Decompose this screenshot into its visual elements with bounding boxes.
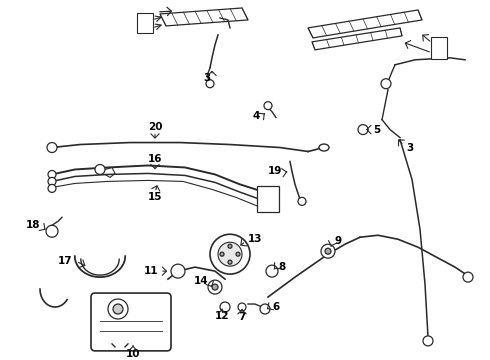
Circle shape bbox=[48, 184, 56, 192]
Text: 2: 2 bbox=[436, 49, 442, 59]
Circle shape bbox=[220, 302, 230, 312]
Circle shape bbox=[210, 234, 250, 274]
Circle shape bbox=[264, 102, 272, 110]
Circle shape bbox=[208, 280, 222, 294]
Text: 5: 5 bbox=[373, 125, 380, 135]
Text: 4: 4 bbox=[253, 111, 260, 121]
Circle shape bbox=[108, 299, 128, 319]
Text: 8: 8 bbox=[278, 262, 285, 272]
Circle shape bbox=[171, 264, 185, 278]
Text: 6: 6 bbox=[272, 302, 279, 312]
Circle shape bbox=[48, 170, 56, 179]
Text: 16: 16 bbox=[148, 154, 162, 165]
Circle shape bbox=[463, 272, 473, 282]
Text: 9: 9 bbox=[334, 236, 341, 246]
Circle shape bbox=[325, 248, 331, 254]
Circle shape bbox=[260, 304, 270, 314]
Text: 2: 2 bbox=[142, 23, 148, 33]
Text: 10: 10 bbox=[126, 349, 140, 359]
Circle shape bbox=[321, 244, 335, 258]
Ellipse shape bbox=[319, 144, 329, 151]
Circle shape bbox=[238, 303, 246, 311]
Circle shape bbox=[113, 304, 123, 314]
Circle shape bbox=[218, 242, 242, 266]
Text: 15: 15 bbox=[148, 192, 162, 202]
Polygon shape bbox=[160, 8, 248, 26]
Circle shape bbox=[228, 244, 232, 248]
FancyBboxPatch shape bbox=[431, 37, 447, 59]
Circle shape bbox=[212, 284, 218, 290]
Circle shape bbox=[46, 225, 58, 237]
Text: 13: 13 bbox=[248, 234, 263, 244]
Circle shape bbox=[206, 80, 214, 88]
FancyBboxPatch shape bbox=[257, 186, 279, 212]
Circle shape bbox=[48, 177, 56, 185]
FancyBboxPatch shape bbox=[91, 293, 171, 351]
Text: 12: 12 bbox=[215, 311, 229, 321]
Circle shape bbox=[381, 79, 391, 89]
Circle shape bbox=[95, 165, 105, 175]
Text: 1: 1 bbox=[436, 39, 442, 49]
Polygon shape bbox=[312, 28, 402, 50]
Text: 7: 7 bbox=[238, 312, 245, 322]
Polygon shape bbox=[308, 10, 422, 38]
FancyBboxPatch shape bbox=[137, 13, 153, 33]
Text: 1: 1 bbox=[142, 15, 148, 25]
Text: 11: 11 bbox=[144, 266, 158, 276]
Circle shape bbox=[298, 197, 306, 205]
Text: 3: 3 bbox=[406, 143, 413, 153]
Circle shape bbox=[47, 143, 57, 153]
Circle shape bbox=[358, 125, 368, 135]
Circle shape bbox=[220, 252, 224, 256]
Text: 14: 14 bbox=[194, 276, 208, 286]
Circle shape bbox=[236, 252, 240, 256]
Text: 20: 20 bbox=[148, 122, 162, 132]
Text: 17: 17 bbox=[57, 256, 72, 266]
Text: 19: 19 bbox=[268, 166, 282, 176]
Text: 3: 3 bbox=[203, 73, 211, 83]
Circle shape bbox=[266, 265, 278, 277]
Circle shape bbox=[423, 336, 433, 346]
Circle shape bbox=[228, 260, 232, 264]
Text: 18: 18 bbox=[25, 220, 40, 230]
